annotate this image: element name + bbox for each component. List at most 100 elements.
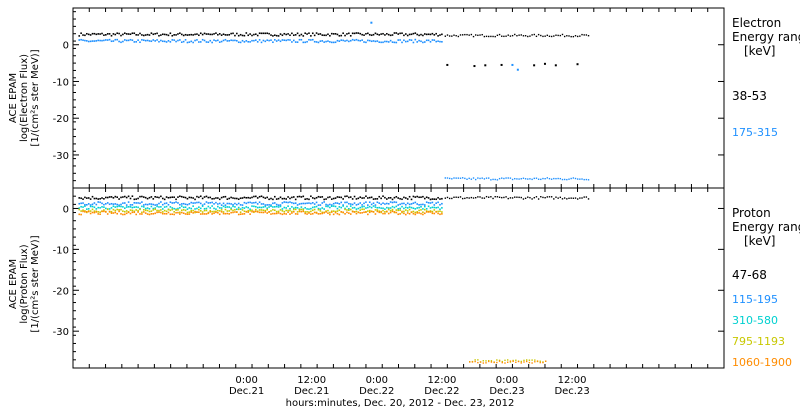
electron-point xyxy=(529,178,531,180)
proton-point xyxy=(266,204,269,206)
proton-point xyxy=(488,196,490,198)
proton-point xyxy=(380,197,382,200)
electron-point xyxy=(146,33,149,36)
proton-point xyxy=(357,197,360,200)
electron-point xyxy=(165,33,168,36)
proton-point xyxy=(363,208,365,211)
proton-point xyxy=(123,202,126,204)
proton-point xyxy=(311,212,314,215)
electron-point xyxy=(142,34,145,37)
proton-point xyxy=(86,203,88,206)
proton-point xyxy=(272,198,274,201)
electron-point xyxy=(226,40,229,42)
proton-point xyxy=(410,206,413,209)
proton-point xyxy=(207,196,210,199)
proton-point xyxy=(122,210,124,212)
proton-point xyxy=(330,205,333,207)
electron-point xyxy=(470,33,473,36)
proton-point xyxy=(188,203,191,205)
proton-point xyxy=(429,207,432,209)
proton-point xyxy=(311,209,314,212)
electron-point xyxy=(285,33,287,36)
electron-point xyxy=(325,34,327,37)
electron-point xyxy=(423,33,426,35)
proton-point xyxy=(215,208,217,210)
proton-point xyxy=(292,210,295,213)
electron-point xyxy=(165,41,168,43)
proton-point xyxy=(156,196,158,199)
proton-point xyxy=(146,203,149,206)
proton-point xyxy=(243,201,246,204)
proton-point xyxy=(533,196,535,199)
proton-point xyxy=(103,209,105,211)
proton-point xyxy=(175,208,177,211)
proton-point xyxy=(251,210,253,213)
proton-point xyxy=(232,197,234,199)
proton-point xyxy=(374,206,377,208)
proton-point xyxy=(287,196,289,198)
proton-point xyxy=(87,203,90,205)
proton-point xyxy=(251,202,253,204)
proton-point xyxy=(349,208,352,211)
electron-point xyxy=(485,35,488,38)
proton-point xyxy=(273,212,276,215)
proton-point xyxy=(389,201,392,203)
proton-point xyxy=(427,197,430,199)
proton-point xyxy=(142,196,145,198)
proton-point xyxy=(332,210,335,212)
proton-point xyxy=(103,198,105,200)
proton-point xyxy=(152,209,155,211)
proton-point xyxy=(325,205,327,208)
proton-point xyxy=(209,209,212,212)
proton-point xyxy=(507,359,509,361)
proton-point xyxy=(224,212,227,215)
electron-point xyxy=(156,39,158,41)
proton-point xyxy=(528,361,531,364)
proton-point xyxy=(152,203,155,206)
electron-point xyxy=(158,40,160,43)
proton-point xyxy=(401,205,403,208)
proton-point xyxy=(330,211,333,213)
electron-point xyxy=(144,39,147,42)
proton-point xyxy=(397,197,400,199)
proton-point xyxy=(186,208,189,210)
proton-point xyxy=(441,202,443,205)
proton-point xyxy=(319,212,322,215)
proton-point xyxy=(84,205,86,207)
proton-point xyxy=(270,204,272,206)
electron-point xyxy=(150,40,153,43)
proton-point xyxy=(410,211,413,214)
proton-point xyxy=(93,202,96,204)
electron-point xyxy=(546,177,549,179)
electron-point xyxy=(503,177,505,180)
proton-point xyxy=(346,205,348,208)
electron-point xyxy=(509,177,512,179)
proton-point xyxy=(498,359,501,362)
proton-point xyxy=(504,362,506,364)
proton-point xyxy=(414,201,417,204)
electron-point xyxy=(568,35,570,37)
electron-point xyxy=(253,39,255,42)
proton-point xyxy=(108,210,111,213)
electron-point xyxy=(346,39,348,42)
electron-point xyxy=(557,177,559,180)
proton-point xyxy=(268,210,270,213)
proton-point xyxy=(529,196,531,199)
proton-point xyxy=(353,211,356,213)
proton-point xyxy=(273,202,276,204)
electron-point xyxy=(82,34,84,36)
proton-point xyxy=(372,211,375,213)
proton-point xyxy=(173,202,175,204)
proton-point xyxy=(137,197,139,200)
electron-legend: Electron Energy range [keV] 38-53 175-31… xyxy=(732,16,800,139)
proton-point xyxy=(253,201,255,204)
proton-point xyxy=(292,207,295,210)
proton-point xyxy=(420,203,422,206)
proton-point xyxy=(469,361,471,363)
proton-point xyxy=(150,210,153,212)
proton-point xyxy=(539,360,541,362)
proton-point xyxy=(258,206,261,209)
electron-point xyxy=(266,39,269,42)
proton-point xyxy=(144,207,147,210)
electron-point xyxy=(405,33,407,35)
